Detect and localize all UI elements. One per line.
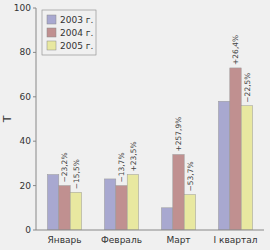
annotation: −53,7% xyxy=(186,161,195,191)
y-tick xyxy=(33,230,36,231)
annotation: +23,5% xyxy=(129,141,138,171)
bar xyxy=(173,155,184,230)
legend-frame xyxy=(42,10,96,55)
x-tick-label: I квартал xyxy=(214,235,258,245)
y-tick-label: 40 xyxy=(20,136,32,146)
x-tick-label: Январь xyxy=(48,235,82,245)
annotation: +26,4% xyxy=(231,35,240,65)
y-tick-label: 80 xyxy=(20,47,32,57)
background xyxy=(0,0,270,250)
bar xyxy=(241,106,252,230)
annotation: −13,7% xyxy=(117,152,126,182)
y-tick xyxy=(33,8,36,9)
bar xyxy=(70,192,81,230)
y-tick-label: 60 xyxy=(20,92,32,102)
x-tick-label: Март xyxy=(166,235,190,245)
legend-swatch xyxy=(47,15,56,24)
y-axis xyxy=(36,8,37,230)
y-tick xyxy=(33,185,36,186)
bar xyxy=(184,194,195,230)
legend-label: 2003 г. xyxy=(60,15,93,25)
chart: 0 20 40 60 80 100 Январь Февраль Март I квартал Т −… xyxy=(0,0,270,250)
bar xyxy=(116,186,127,230)
y-tick xyxy=(33,141,36,142)
legend-swatch xyxy=(47,41,56,50)
annotation: −22,5% xyxy=(243,73,252,103)
y-tick xyxy=(33,96,36,97)
bars xyxy=(47,68,252,230)
y-tick-label: 0 xyxy=(25,225,31,235)
bar xyxy=(47,175,58,231)
annotation: −15,5% xyxy=(72,159,81,189)
y-tick-label: 100 xyxy=(14,3,31,13)
legend-label: 2004 г. xyxy=(60,28,93,38)
bar xyxy=(218,101,229,230)
y-axis-label: Т xyxy=(1,115,14,123)
annotation: −23,2% xyxy=(60,152,69,182)
annotation: +257,9% xyxy=(174,117,183,152)
legend-swatch xyxy=(47,28,56,37)
legend: 2003 г. 2004 г. 2005 г. xyxy=(42,10,96,55)
bar xyxy=(230,68,241,230)
bar xyxy=(127,175,138,231)
x-axis xyxy=(36,230,264,231)
legend-label: 2005 г. xyxy=(60,41,93,51)
bar xyxy=(59,186,70,230)
x-tick-label: Февраль xyxy=(101,235,142,245)
y-tick-label: 20 xyxy=(20,181,32,191)
y-tick xyxy=(33,52,36,53)
bar xyxy=(161,208,172,230)
bar xyxy=(104,179,115,230)
